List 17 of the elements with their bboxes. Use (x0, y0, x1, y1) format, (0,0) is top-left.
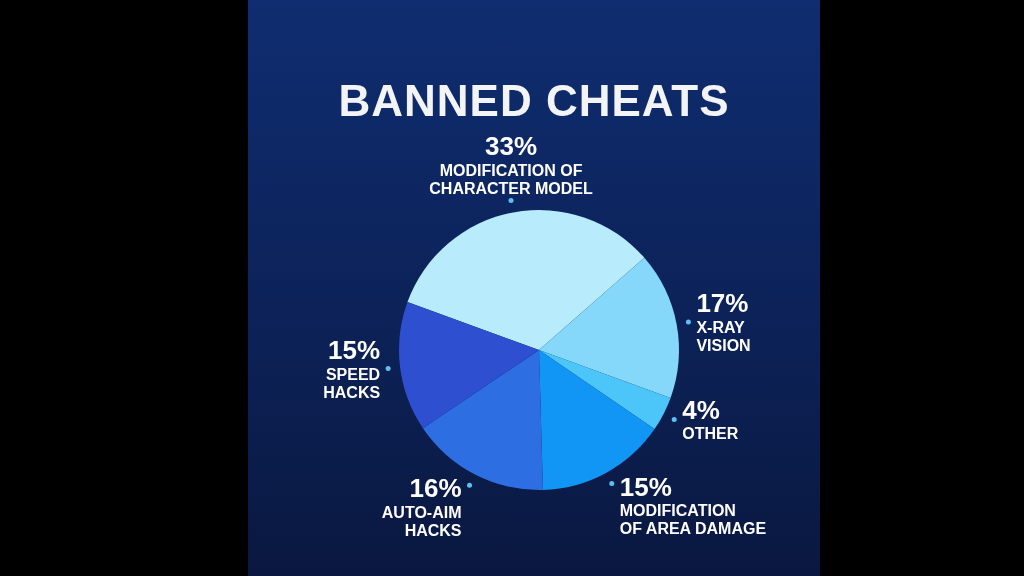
slice-label: X-RAY VISION (696, 319, 751, 355)
pie-slice (539, 257, 679, 398)
pie-slice (399, 302, 539, 429)
slice-label: MODIFICATION OF CHARACTER MODEL (429, 161, 594, 197)
chart-title: BANNED CHEATS (337, 76, 731, 126)
data-label: 15% (619, 471, 672, 502)
data-label: 33% (485, 130, 538, 161)
data-label: 15% (328, 334, 381, 365)
data-label: 16% (409, 473, 462, 504)
slice-label: AUTO-AIM HACKS (381, 504, 462, 540)
slice-label: OTHER (682, 425, 739, 443)
slice-label: MODIFICATION OF AREA DAMAGE (619, 502, 767, 538)
pie-slice (407, 210, 645, 350)
data-label: 4% (682, 394, 720, 425)
data-label: 17% (696, 288, 749, 319)
pie-slice (539, 350, 671, 430)
slice-label: SPEED HACKS (323, 365, 381, 401)
